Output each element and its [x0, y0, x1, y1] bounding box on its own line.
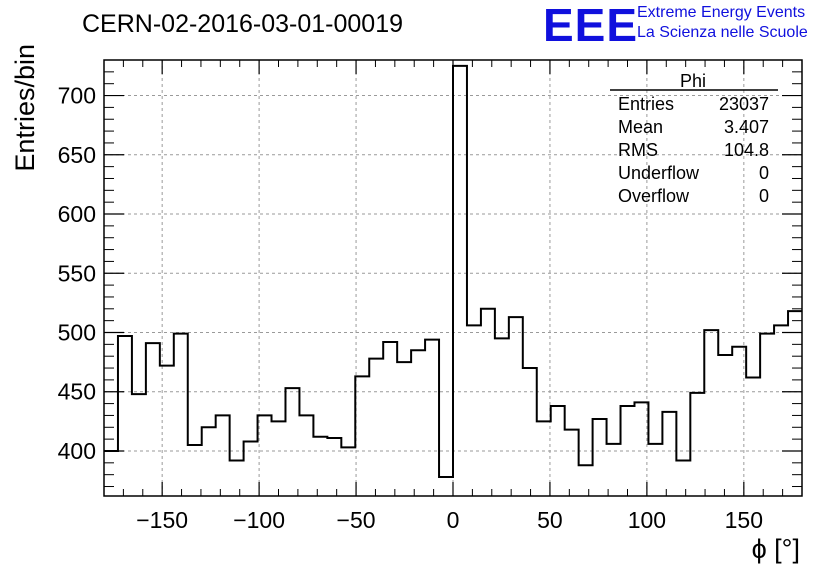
x-tick-label: −150: [136, 507, 188, 533]
eee-logo: EEE: [543, 0, 639, 51]
logo-line-2: La Scienza nelle Scuole: [637, 24, 808, 41]
x-tick-label: 50: [537, 507, 563, 533]
logo-line-1: Extreme Energy Events: [637, 4, 806, 21]
x-tick-label: −100: [233, 507, 285, 533]
stats-label: Underflow: [618, 163, 700, 183]
y-axis-title: Entries/bin: [10, 44, 40, 172]
stats-box: Phi Entries 23037 Mean 3.407 RMS 104.8 Underfl…: [610, 71, 778, 206]
y-tick-label: 500: [58, 320, 96, 346]
stats-value: 3.407: [724, 117, 769, 137]
stats-label: RMS: [618, 140, 658, 160]
x-tick-label: −50: [337, 507, 376, 533]
y-tick-label: 650: [58, 142, 96, 168]
axis-ticks: [103, 60, 803, 496]
x-tick-labels: −150 −100 −50 0 50 100 150: [136, 507, 763, 533]
x-tick-label: 0: [447, 507, 460, 533]
y-tick-label: 600: [58, 201, 96, 227]
stats-value: 23037: [719, 94, 769, 114]
stats-value: 0: [759, 186, 769, 206]
y-tick-label: 700: [58, 83, 96, 109]
stats-label: Mean: [618, 117, 663, 137]
y-tick-labels: 400 450 500 550 600 650 700: [58, 83, 96, 464]
y-tick-label: 550: [58, 260, 96, 286]
stats-value: 0: [759, 163, 769, 183]
stats-label: Entries: [618, 94, 674, 114]
x-tick-label: 150: [725, 507, 763, 533]
run-title: CERN-02-2016-03-01-00019: [82, 10, 404, 38]
stats-value: 104.8: [724, 140, 769, 160]
y-tick-label: 450: [58, 379, 96, 405]
stats-label: Overflow: [618, 186, 690, 206]
y-tick-label: 400: [58, 438, 96, 464]
x-tick-label: 100: [628, 507, 666, 533]
histogram-outline: [104, 64, 802, 479]
x-axis-title: ϕ [°]: [752, 534, 800, 564]
stats-title: Phi: [680, 71, 706, 91]
